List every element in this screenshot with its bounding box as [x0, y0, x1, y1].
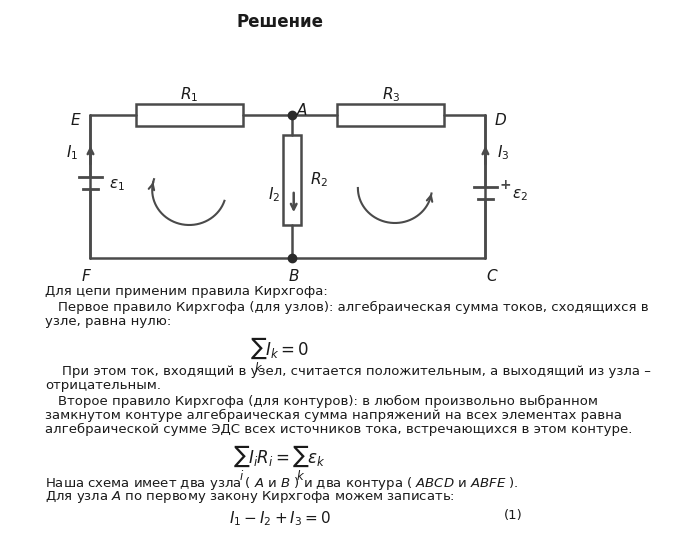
FancyBboxPatch shape — [136, 104, 242, 126]
Text: Решение: Решение — [236, 13, 323, 31]
Text: отрицательным.: отрицательным. — [45, 379, 161, 392]
Text: $I_3$: $I_3$ — [497, 144, 509, 162]
Text: Наша схема имеет два узла ( $A$ и $B$ ) и два контура ( $ABCD$ и $ABFE$ ).: Наша схема имеет два узла ( $A$ и $B$ ) … — [45, 475, 519, 492]
Text: $C$: $C$ — [486, 268, 498, 284]
Text: $\varepsilon_2$: $\varepsilon_2$ — [511, 187, 528, 203]
Text: замкнутом контуре алгебраическая сумма напряжений на всех элементах равна: замкнутом контуре алгебраическая сумма н… — [45, 409, 622, 422]
Text: $B$: $B$ — [288, 268, 300, 284]
Text: алгебраической сумме ЭДС всех источников тока, встречающихся в этом контуре.: алгебраической сумме ЭДС всех источников… — [45, 423, 633, 436]
Text: $A$: $A$ — [296, 102, 308, 118]
Text: $I_1 - I_2 + I_3 = 0$: $I_1 - I_2 + I_3 = 0$ — [229, 509, 331, 527]
Text: +: + — [499, 178, 511, 192]
Text: $F$: $F$ — [81, 268, 92, 284]
Text: При этом ток, входящий в узел, считается положительным, а выходящий из узла –: При этом ток, входящий в узел, считается… — [45, 365, 651, 378]
FancyBboxPatch shape — [337, 104, 444, 126]
Text: $\sum_k I_k = 0$: $\sum_k I_k = 0$ — [250, 335, 309, 375]
FancyBboxPatch shape — [283, 135, 301, 225]
Text: $D$: $D$ — [494, 112, 507, 128]
Text: $I_1$: $I_1$ — [66, 144, 78, 162]
Text: $I_2$: $I_2$ — [268, 186, 280, 204]
Text: $\varepsilon_1$: $\varepsilon_1$ — [108, 177, 125, 193]
Text: Для узла $A$ по первому закону Кирхгофа можем записать:: Для узла $A$ по первому закону Кирхгофа … — [45, 489, 455, 505]
Text: узле, равна нулю:: узле, равна нулю: — [45, 315, 172, 328]
Text: $\sum_i I_i R_i = \sum_k \varepsilon_k$: $\sum_i I_i R_i = \sum_k \varepsilon_k$ — [234, 443, 326, 483]
Text: $R_3$: $R_3$ — [381, 85, 400, 104]
Text: Второе правило Кирхгофа (для контуров): в любом произвольно выбранном: Второе правило Кирхгофа (для контуров): … — [58, 395, 598, 408]
Text: $R_2$: $R_2$ — [310, 170, 328, 189]
Text: Для цепи применим правила Кирхгофа:: Для цепи применим правила Кирхгофа: — [45, 285, 328, 298]
Text: $R_1$: $R_1$ — [180, 85, 198, 104]
Text: (1): (1) — [504, 509, 522, 522]
Text: Первое правило Кирхгофа (для узлов): алгебраическая сумма токов, сходящихся в: Первое правило Кирхгофа (для узлов): алг… — [58, 301, 648, 314]
Text: $E$: $E$ — [70, 112, 82, 128]
